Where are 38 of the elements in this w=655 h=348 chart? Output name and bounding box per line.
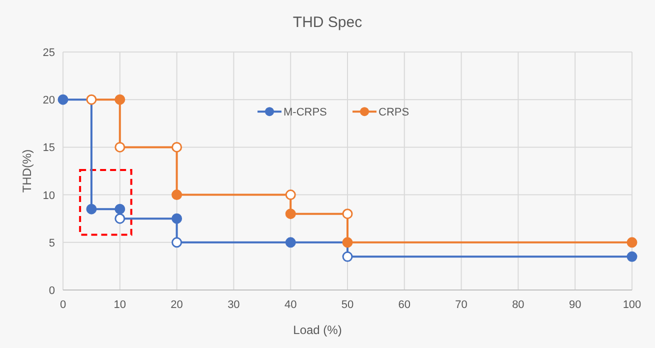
y-axis-title: THD(%) xyxy=(20,149,34,193)
x-tick-label: 60 xyxy=(398,299,411,311)
legend-label: CRPS xyxy=(378,106,410,119)
x-tick-label: 20 xyxy=(170,299,183,311)
y-tick-label: 20 xyxy=(42,94,55,107)
x-tick-label: 70 xyxy=(455,299,468,311)
point xyxy=(285,190,296,200)
x-tick-label: 30 xyxy=(228,299,240,311)
y-tick-label: 15 xyxy=(42,142,55,154)
point xyxy=(285,208,296,220)
y-tick-label: 10 xyxy=(42,190,55,202)
y-tick-label: 0 xyxy=(48,285,55,297)
point xyxy=(172,190,182,200)
x-tick-label: 40 xyxy=(284,299,297,311)
point xyxy=(58,94,68,105)
y-tick-label: 25 xyxy=(42,47,55,59)
y-tick-label: 5 xyxy=(48,237,55,250)
x-tick-label: 10 xyxy=(114,299,126,311)
point xyxy=(342,237,353,248)
point xyxy=(285,237,296,248)
x-tick-label: 90 xyxy=(568,299,582,311)
point xyxy=(86,204,97,214)
point xyxy=(114,94,126,105)
point xyxy=(626,251,638,262)
chart-title: THD Spec xyxy=(292,14,363,31)
x-tick-label: 0 xyxy=(60,299,66,311)
point xyxy=(626,237,638,248)
point xyxy=(114,142,126,152)
x-tick-label: 50 xyxy=(341,299,354,311)
point xyxy=(172,213,182,224)
x-axis-title: Load (%) xyxy=(293,323,342,337)
legend-label: M-CRPS xyxy=(284,106,327,119)
x-tick-label: 80 xyxy=(512,299,524,311)
point xyxy=(172,142,182,152)
point xyxy=(342,208,353,220)
point xyxy=(114,204,126,214)
x-tick-label: 100 xyxy=(622,299,642,311)
point xyxy=(86,94,97,105)
